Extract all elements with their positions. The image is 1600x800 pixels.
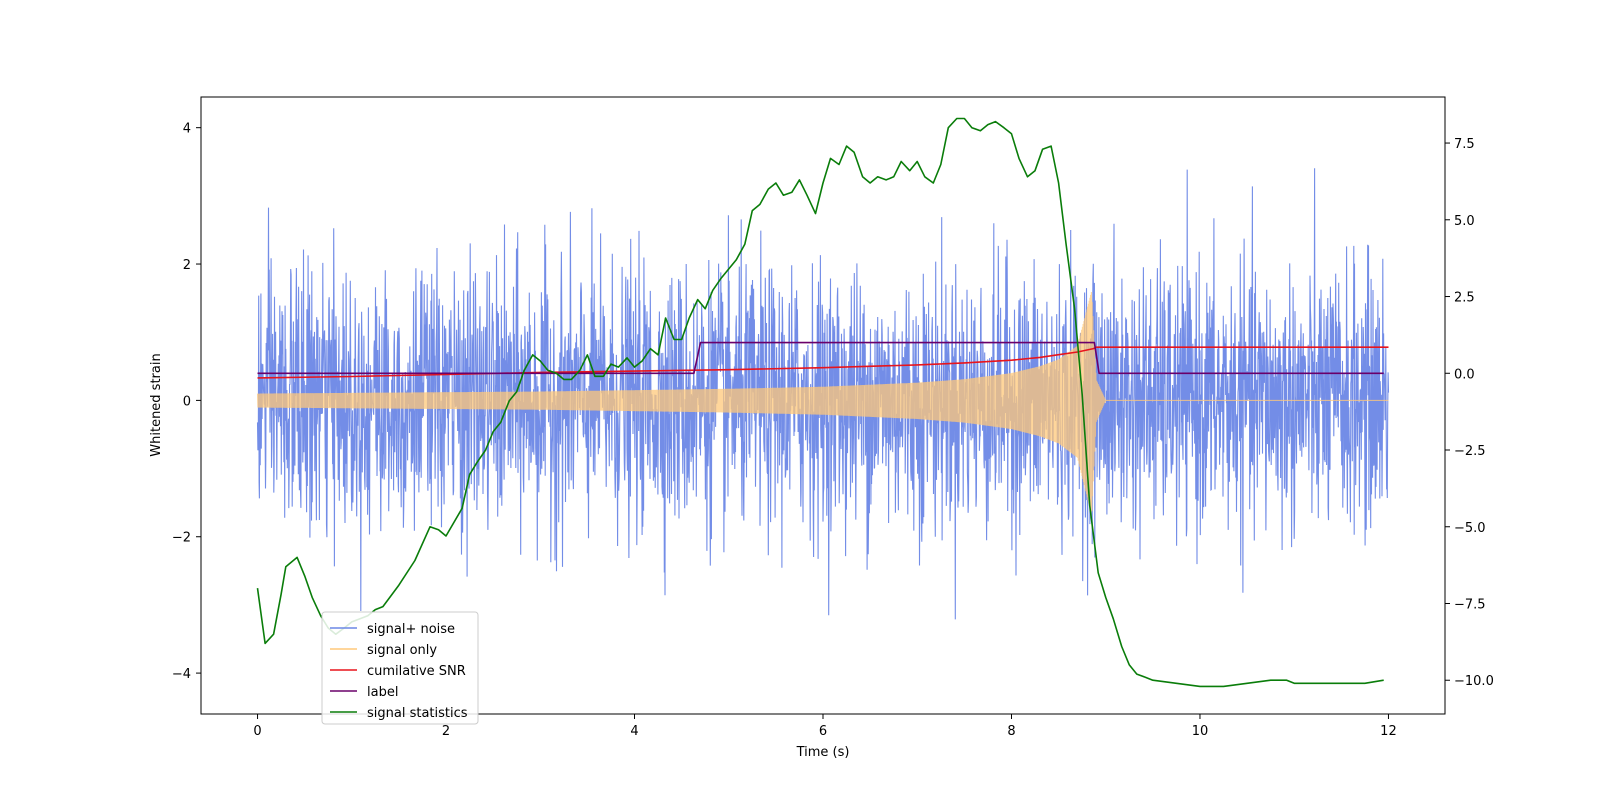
series-signal-statistics xyxy=(256,117,1384,688)
y-axis-right: −10.0 −7.5 −5.0 −2.5 0.0 2.5 5.0 7.5 xyxy=(1445,137,1494,689)
series-signal-only xyxy=(256,291,1389,513)
y-tick-label: 0 xyxy=(183,394,191,409)
y2-tick-label: 0.0 xyxy=(1454,367,1475,382)
y2-tick-label: −10.0 xyxy=(1454,674,1494,689)
x-tick-label: 8 xyxy=(1007,724,1015,739)
x-axis-label: Time (s) xyxy=(796,745,850,760)
x-tick-label: 0 xyxy=(253,724,261,739)
y2-tick-label: 2.5 xyxy=(1454,291,1475,306)
y-axis-left: −4 −2 0 2 4 xyxy=(172,122,201,682)
legend-label: signal+ noise xyxy=(367,622,455,637)
legend-label: cumilative SNR xyxy=(367,664,466,679)
x-tick-label: 4 xyxy=(630,724,638,739)
legend: signal+ noise signal only cumilative SNR la… xyxy=(321,611,479,725)
legend-label: signal statistics xyxy=(367,706,468,721)
legend-label: signal only xyxy=(367,643,437,658)
y-tick-label: 4 xyxy=(183,122,191,137)
x-tick-label: 12 xyxy=(1380,724,1397,739)
x-axis: 0 2 4 6 8 10 12 xyxy=(253,714,1397,739)
series-layer xyxy=(256,117,1390,688)
x-tick-label: 2 xyxy=(442,724,450,739)
y-tick-label: 2 xyxy=(183,258,191,273)
y2-tick-label: −5.0 xyxy=(1454,521,1486,536)
y2-tick-label: 7.5 xyxy=(1454,137,1475,152)
y2-tick-label: −2.5 xyxy=(1454,444,1486,459)
x-tick-label: 6 xyxy=(819,724,827,739)
y-axis-label: Whitened strain xyxy=(149,353,164,456)
legend-label: label xyxy=(367,685,398,700)
y-tick-label: −4 xyxy=(172,667,191,682)
series-label xyxy=(257,341,1384,375)
y-tick-label: −2 xyxy=(172,531,191,546)
legend-frame xyxy=(321,611,479,725)
x-tick-label: 10 xyxy=(1192,724,1209,739)
y2-tick-label: −7.5 xyxy=(1454,597,1486,612)
y2-tick-label: 5.0 xyxy=(1454,214,1475,229)
